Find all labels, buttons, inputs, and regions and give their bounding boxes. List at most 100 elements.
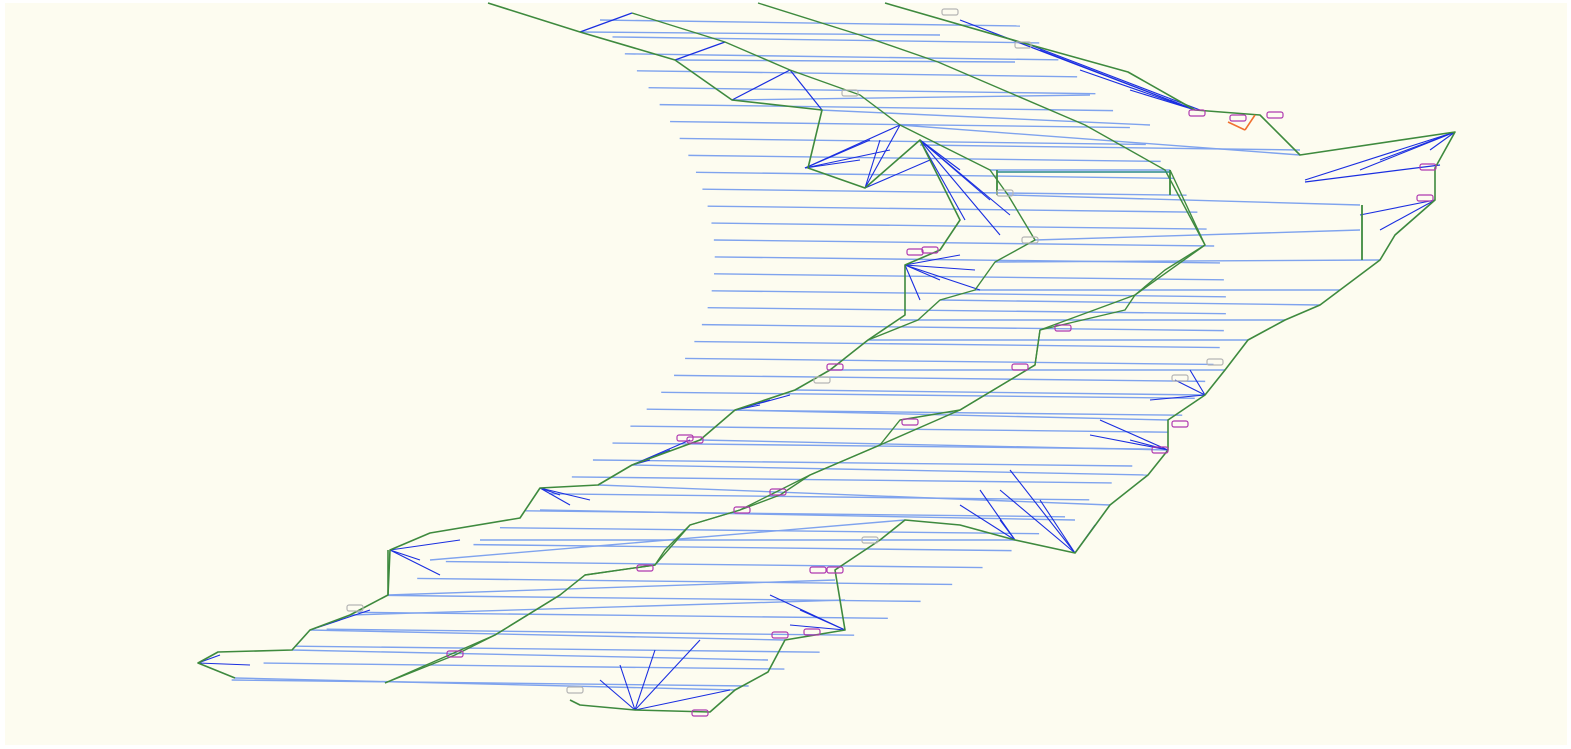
cross-section-line <box>473 543 1012 552</box>
cross-section-line <box>417 577 953 586</box>
triangulation-line <box>1079 69 1196 111</box>
cross-section-line <box>231 679 749 687</box>
cross-section-line <box>630 425 1168 433</box>
triangulation-line <box>1129 89 1196 111</box>
node-markers[interactable] <box>346 8 1437 717</box>
cross-section-line <box>263 662 785 670</box>
node-marker[interactable] <box>826 363 844 371</box>
triangulation-line <box>1379 199 1436 231</box>
triangulation-line <box>789 624 846 631</box>
cross-section-line <box>357 611 888 620</box>
node-marker[interactable] <box>826 566 844 574</box>
node-marker[interactable] <box>686 436 704 444</box>
cross-section-line <box>994 259 1381 263</box>
triangulation-line <box>904 264 941 281</box>
node-marker[interactable] <box>906 248 924 256</box>
node-marker[interactable] <box>771 631 789 639</box>
cross-section-line <box>659 103 1114 112</box>
cross-section-line <box>295 645 820 653</box>
cross-section-line <box>711 222 1207 230</box>
node-marker[interactable] <box>809 566 827 574</box>
cross-section-line <box>794 389 1206 396</box>
node-marker[interactable] <box>769 488 787 496</box>
node-marker[interactable] <box>733 506 751 514</box>
triangulation-line <box>959 19 1191 109</box>
node-marker-inactive[interactable] <box>1171 374 1189 382</box>
triangulation-line <box>919 139 1001 236</box>
triangulation-line <box>1429 131 1456 151</box>
triangulation-line <box>389 549 421 561</box>
triangulation-line <box>1304 164 1441 183</box>
node-marker-inactive[interactable] <box>1014 41 1032 49</box>
triangulation-line <box>864 159 931 189</box>
node-marker[interactable] <box>1416 194 1434 202</box>
cross-section-line <box>291 649 769 661</box>
node-marker[interactable] <box>803 628 821 636</box>
node-marker[interactable] <box>446 650 464 658</box>
cross-section-line <box>694 340 1220 349</box>
inner-breakline <box>384 169 1206 684</box>
node-marker[interactable] <box>1171 420 1189 428</box>
node-marker[interactable] <box>1266 111 1284 119</box>
selected-edge <box>1244 114 1256 131</box>
node-marker[interactable] <box>1188 109 1206 117</box>
node-marker[interactable] <box>676 434 694 442</box>
cross-section-line <box>711 290 1226 298</box>
cross-section-line <box>309 629 786 641</box>
triangulation-line <box>904 264 981 291</box>
triangulation-line <box>1359 199 1436 216</box>
node-marker[interactable] <box>1229 114 1247 122</box>
node-marker[interactable] <box>1151 446 1169 454</box>
triangulation-line <box>1039 499 1076 554</box>
triangulation-line <box>634 639 701 711</box>
node-marker-inactive[interactable] <box>813 376 831 384</box>
node-marker-inactive[interactable] <box>941 8 959 16</box>
triangulation-line <box>999 519 1016 541</box>
node-marker-inactive[interactable] <box>346 604 364 612</box>
node-marker[interactable] <box>1011 363 1029 371</box>
node-marker[interactable] <box>1419 163 1437 171</box>
cross-section-line <box>631 464 1149 476</box>
cross-section-line <box>549 493 1090 501</box>
triangulation-line <box>959 504 1016 541</box>
node-marker-inactive[interactable] <box>996 189 1014 197</box>
triangulation-line <box>904 264 976 271</box>
triangulation-line <box>1174 379 1206 396</box>
cross-section-line <box>713 239 1215 247</box>
node-marker[interactable] <box>921 246 939 254</box>
cross-section-line <box>707 306 1226 315</box>
triangulation-line <box>864 139 881 189</box>
triangulation-line <box>731 69 791 101</box>
node-marker[interactable] <box>1054 324 1072 332</box>
triangulation-line <box>804 139 871 169</box>
triangulation-line <box>539 487 571 506</box>
triangulation-line <box>634 689 731 711</box>
node-marker[interactable] <box>636 564 654 572</box>
left-inner-boundary <box>631 12 1036 341</box>
boundary-lines <box>197 2 1456 713</box>
triangulation-line <box>904 264 921 301</box>
triangulation-line <box>1099 419 1169 451</box>
node-marker[interactable] <box>901 418 919 426</box>
node-marker-inactive[interactable] <box>1021 236 1039 244</box>
triangulation-line <box>619 664 636 711</box>
cross-section-line <box>707 205 1198 213</box>
cross-section-line <box>571 476 1112 484</box>
cross-section-line <box>597 484 1111 506</box>
node-marker[interactable] <box>691 709 709 717</box>
node-marker-inactive[interactable] <box>861 536 879 544</box>
triangulation-line <box>1009 469 1076 554</box>
triangulation-line <box>1189 369 1206 396</box>
node-marker-inactive[interactable] <box>1206 358 1224 366</box>
triangulation-line <box>539 487 561 496</box>
right-bank-boundary <box>569 2 1456 713</box>
triangulation-line <box>919 139 1011 216</box>
cross-section-line <box>499 526 1040 535</box>
cross-section-line <box>648 86 1096 95</box>
node-marker-inactive[interactable] <box>566 686 584 694</box>
cross-section-line <box>349 599 846 616</box>
node-marker-inactive[interactable] <box>841 89 859 97</box>
selected-edge <box>1227 121 1246 131</box>
